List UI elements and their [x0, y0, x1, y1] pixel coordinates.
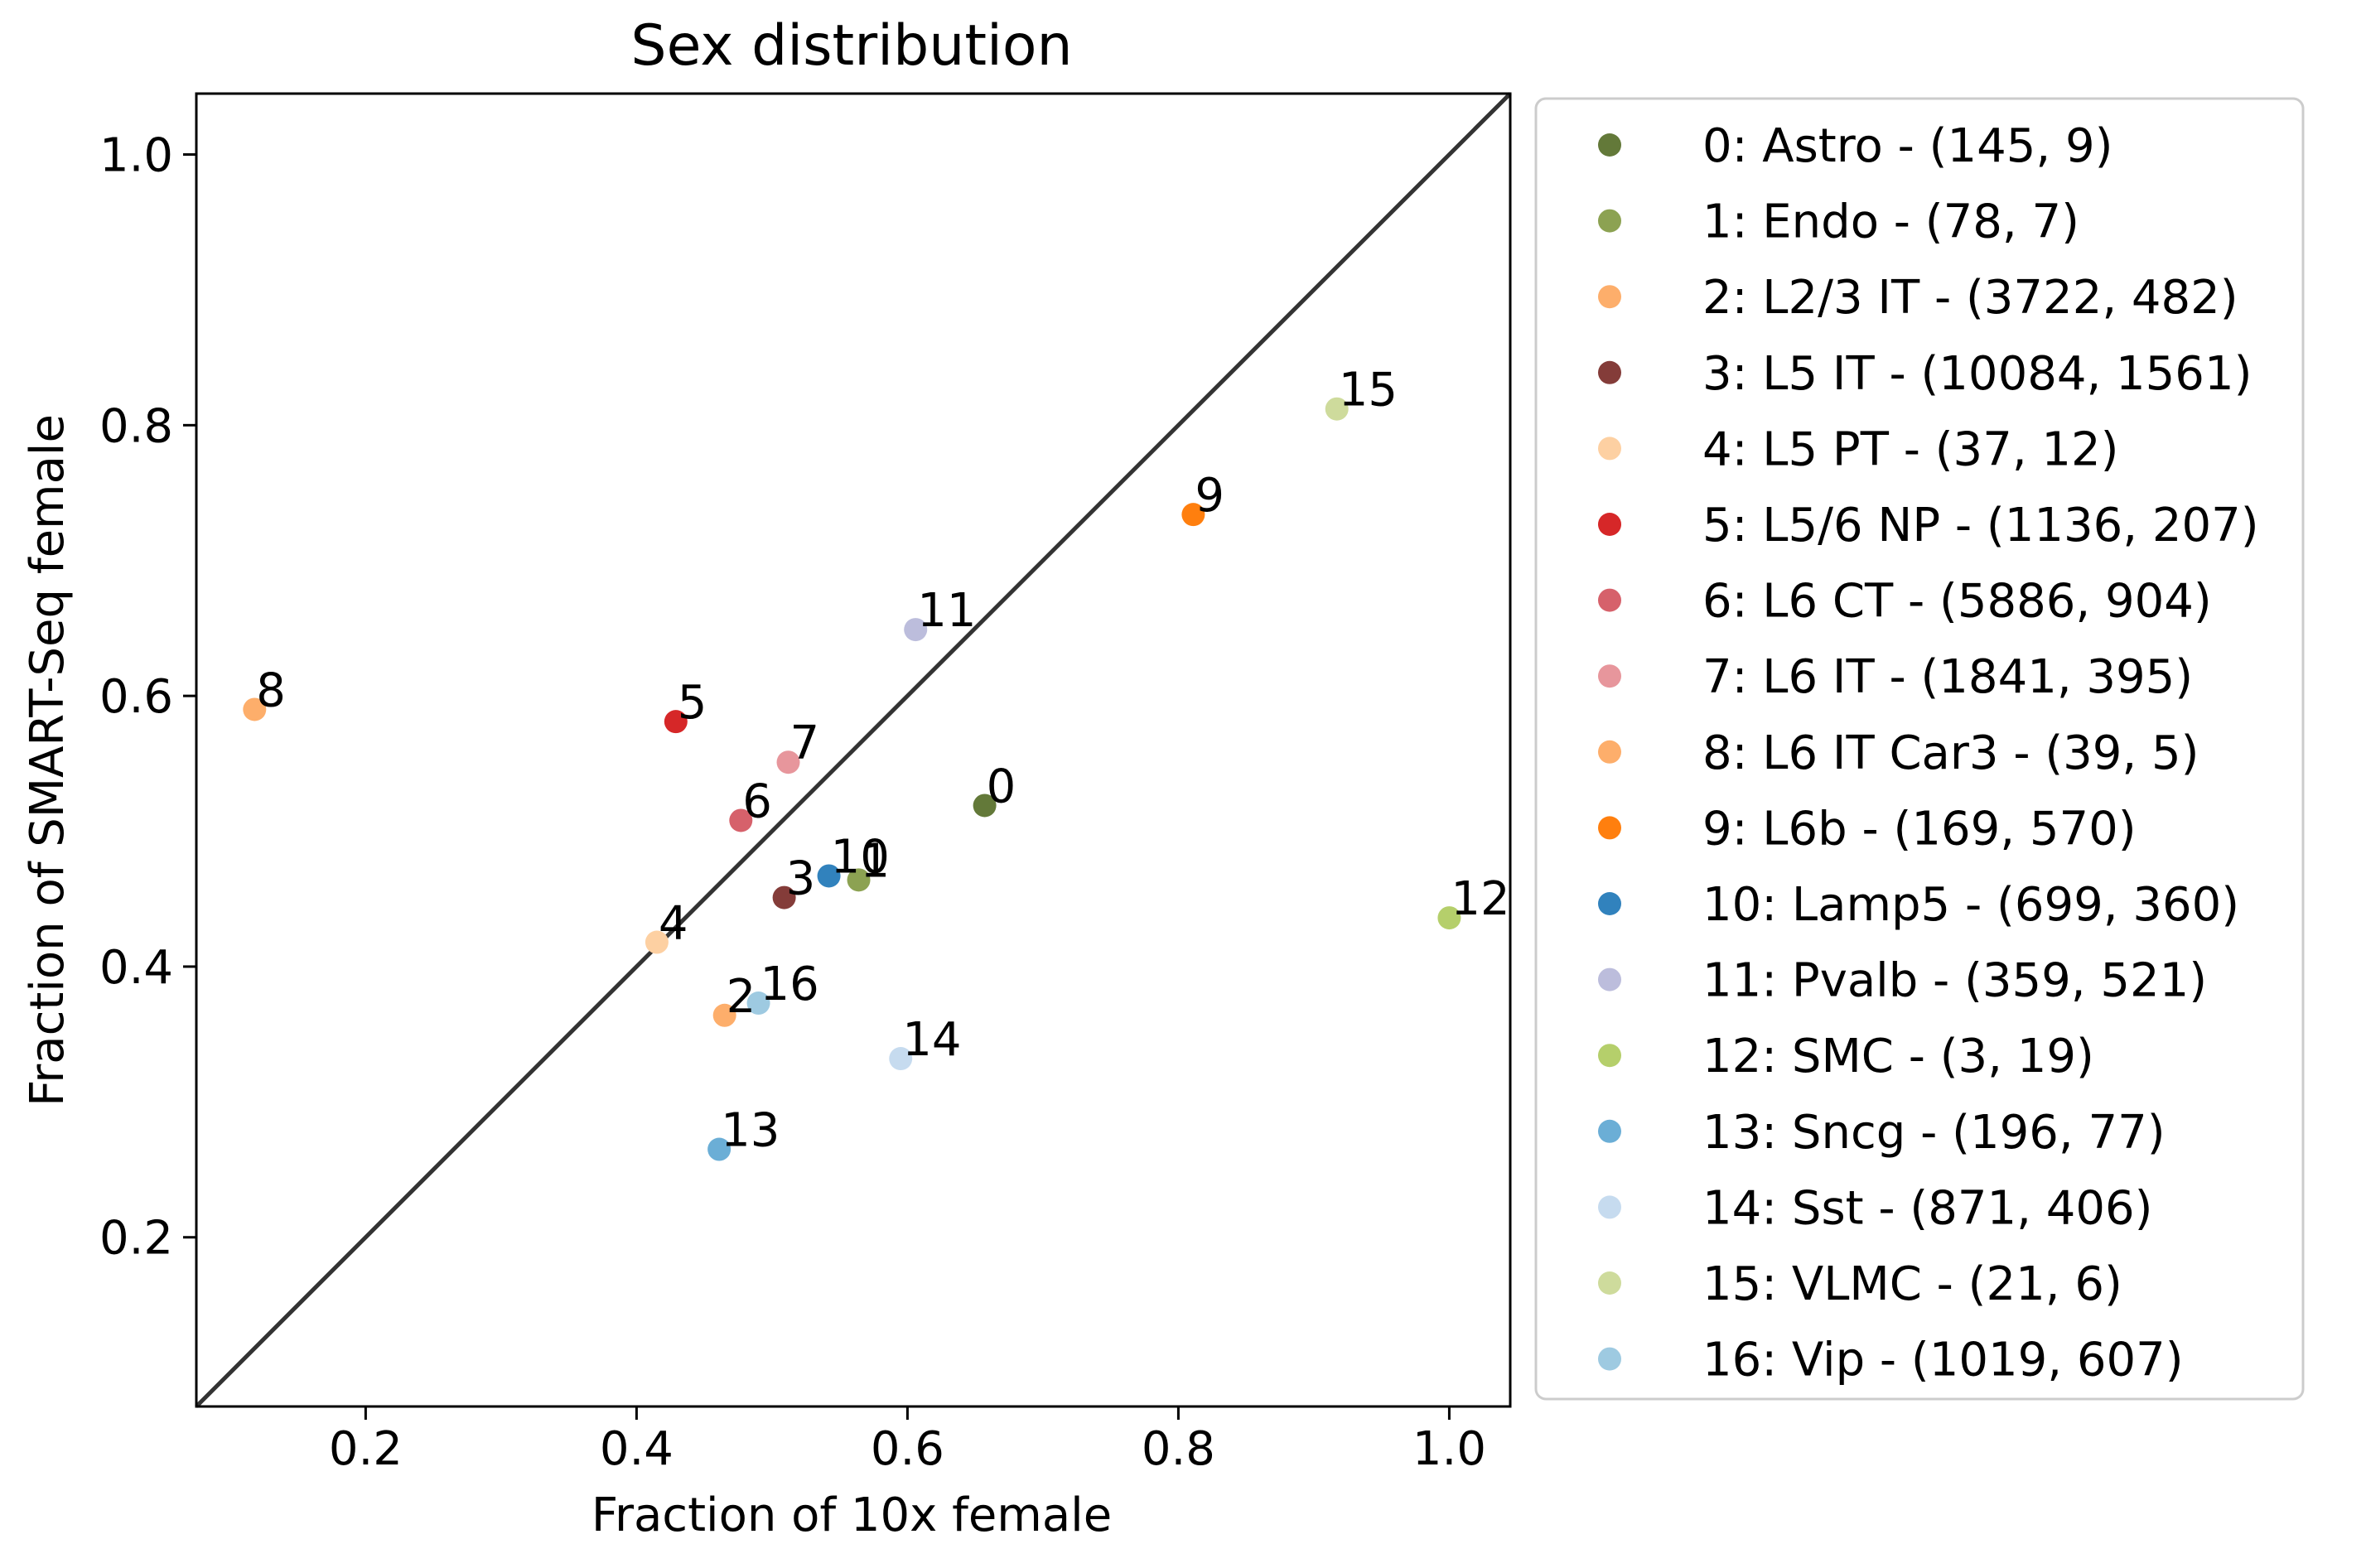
point-label: 12 — [1451, 872, 1509, 926]
data-point — [664, 710, 688, 734]
y-axis-ticks: 0.2 0.4 0.6 0.8 1.0 — [99, 129, 196, 1266]
data-point — [1325, 397, 1349, 421]
legend-label: 7: L6 IT - (1841, 395) — [1702, 650, 2193, 704]
legend-marker — [1598, 1347, 1621, 1371]
legend-label: 15: VLMC - (21, 6) — [1702, 1257, 2122, 1311]
point-label: 3 — [786, 852, 816, 906]
point-label: 10 — [831, 830, 890, 884]
data-point — [904, 618, 928, 642]
legend-marker — [1598, 360, 1621, 384]
y-tick-label: 0.2 — [99, 1212, 173, 1266]
data-point — [1181, 503, 1205, 527]
diagonal-reference-line — [195, 92, 1512, 1408]
legend-label: 8: L6 IT Car3 - (39, 5) — [1702, 726, 2199, 780]
y-axis-label: Fraction of SMART-Seq female — [21, 414, 75, 1107]
x-tick-label: 0.4 — [600, 1422, 674, 1476]
chart-title: Sex distribution — [630, 13, 1072, 79]
y-tick-label: 1.0 — [99, 129, 173, 183]
x-axis-label: Fraction of 10x female — [592, 1488, 1112, 1542]
data-points — [243, 397, 1461, 1161]
legend-label: 9: L6b - (169, 570) — [1702, 802, 2137, 856]
x-tick-label: 0.2 — [329, 1422, 403, 1476]
legend-label: 14: Sst - (871, 406) — [1702, 1181, 2152, 1235]
data-point — [817, 864, 841, 888]
point-label: 1 — [861, 834, 891, 888]
point-label: 5 — [678, 676, 707, 730]
point-label: 0 — [987, 760, 1016, 813]
legend: 0: Astro - (145, 9) 1: Endo - (78, 7) 2: L… — [1534, 97, 2305, 1401]
legend-label: 0: Astro - (145, 9) — [1702, 119, 2112, 173]
legend-marker — [1598, 664, 1621, 688]
legend-label: 10: Lamp5 - (699, 360) — [1702, 878, 2239, 932]
legend-marker — [1598, 1271, 1621, 1295]
legend-label: 16: Vip - (1019, 607) — [1702, 1334, 2184, 1387]
point-label: 7 — [790, 716, 820, 770]
x-tick-label: 0.8 — [1142, 1422, 1215, 1476]
data-point — [746, 991, 770, 1016]
legend-marker — [1598, 437, 1621, 461]
point-label: 9 — [1195, 469, 1224, 523]
legend-label: 11: Pvalb - (359, 521) — [1702, 954, 2207, 1008]
legend-label: 6: L6 CT - (5886, 904) — [1702, 575, 2212, 629]
data-point — [847, 868, 871, 892]
data-point — [645, 930, 669, 954]
y-tick-label: 0.8 — [99, 399, 173, 453]
legend-label: 13: Sncg - (196, 77) — [1702, 1106, 2166, 1160]
point-label: 16 — [760, 958, 819, 1011]
data-point — [729, 808, 753, 832]
point-label: 14 — [902, 1013, 961, 1067]
y-tick-label: 0.4 — [99, 941, 173, 995]
legend-label: 4: L5 PT - (37, 12) — [1702, 422, 2119, 476]
data-point — [973, 794, 997, 818]
data-point — [707, 1137, 732, 1161]
x-tick-label: 0.6 — [871, 1422, 944, 1476]
point-label: 6 — [742, 774, 772, 828]
point-label: 8 — [256, 663, 286, 717]
legend-marker — [1598, 1044, 1621, 1068]
legend-label: 2: L2/3 IT - (3722, 482) — [1702, 271, 2238, 325]
data-point — [1437, 906, 1461, 930]
point-label: 13 — [721, 1104, 780, 1158]
legend-label: 1: Endo - (78, 7) — [1702, 195, 2079, 249]
legend-marker — [1598, 513, 1621, 536]
data-point — [776, 750, 800, 774]
legend-marker — [1598, 892, 1621, 915]
legend-marker — [1598, 209, 1621, 233]
legend-marker — [1598, 1195, 1621, 1219]
legend-entries: 0: Astro - (145, 9) 1: Endo - (78, 7) 2: L… — [1598, 119, 2259, 1387]
data-point — [772, 885, 796, 909]
x-tick-label: 1.0 — [1412, 1422, 1486, 1476]
legend-label: 3: L5 IT - (10084, 1561) — [1702, 347, 2252, 401]
legend-marker — [1598, 133, 1621, 157]
y-tick-label: 0.6 — [99, 670, 173, 724]
legend-marker — [1598, 285, 1621, 309]
legend-marker — [1598, 588, 1621, 612]
x-axis-ticks: 0.2 0.4 0.6 0.8 1.0 — [329, 1406, 1486, 1476]
legend-marker — [1598, 740, 1621, 764]
point-label: 4 — [659, 897, 688, 951]
data-point — [712, 1003, 736, 1027]
data-point — [889, 1047, 913, 1071]
legend-label: 12: SMC - (3, 19) — [1702, 1030, 2094, 1083]
plot-frame — [195, 92, 1512, 1408]
legend-marker — [1598, 816, 1621, 840]
legend-label: 5: L5/6 NP - (1136, 207) — [1702, 499, 2259, 552]
point-label: 11 — [917, 584, 976, 638]
legend-box — [1534, 97, 2305, 1401]
point-label: 2 — [727, 970, 756, 1024]
legend-marker — [1598, 967, 1621, 991]
legend-marker — [1598, 1119, 1621, 1143]
point-label: 15 — [1339, 364, 1398, 417]
data-point — [243, 697, 267, 721]
